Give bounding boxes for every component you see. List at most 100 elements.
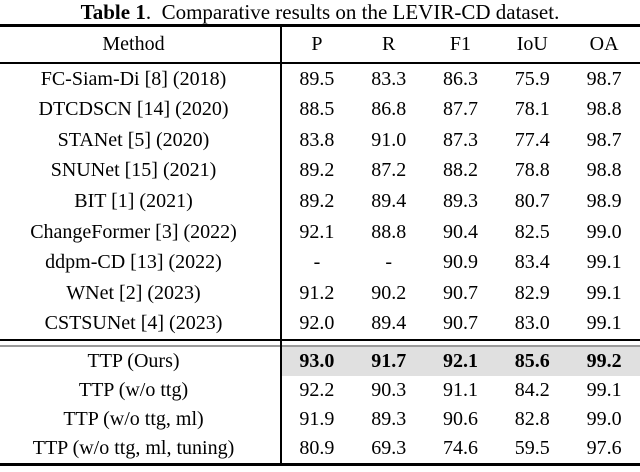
table-row: ddpm-CD [13] (2022) - - 90.9 83.4 99.1 — [0, 247, 640, 278]
value-cells: 91.2 90.2 90.7 82.9 99.1 — [281, 278, 640, 309]
value-cell: 59.5 — [514, 437, 550, 459]
method-cell: TTP (w/o ttg, ml, tuning) — [32, 437, 235, 459]
value-cells: 89.2 89.4 89.3 80.7 98.9 — [281, 186, 640, 217]
value-cell: 92.2 — [299, 379, 335, 401]
value-cell: 80.7 — [514, 190, 550, 213]
table-row: TTP (w/o ttg, ml) 91.9 89.3 90.6 82.8 99.0 — [0, 405, 640, 434]
value-cell: 98.8 — [586, 159, 622, 182]
value-cell: 75.9 — [514, 67, 550, 90]
table-row: ChangeFormer [3] (2022) 92.1 88.8 90.4 82.5 9… — [0, 217, 640, 248]
table-row: FC-Siam-Di [8] (2018) 89.5 83.3 86.3 75.9 98.… — [0, 64, 640, 95]
value-cell: 89.5 — [299, 67, 335, 90]
method-cell: BIT [1] (2021) — [74, 190, 193, 213]
value-cell: 84.2 — [514, 379, 550, 401]
value-cell: 82.5 — [514, 220, 550, 243]
column-header-iou: IoU — [516, 33, 548, 55]
value-cell: 83.3 — [371, 67, 407, 90]
value-cell: 90.9 — [442, 251, 478, 274]
value-cell: 78.1 — [514, 98, 550, 121]
value-cell: 90.4 — [442, 220, 478, 243]
value-cell: 90.2 — [371, 281, 407, 304]
value-cell: - — [385, 251, 393, 274]
value-cell: 74.6 — [442, 437, 478, 459]
table-row: TTP (Ours) 93.0 91.7 92.1 85.6 99.2 — [0, 347, 640, 376]
method-cell: ddpm-CD [13] (2022) — [45, 251, 222, 274]
value-cell: 98.8 — [586, 98, 622, 121]
method-cell: WNet [2] (2023) — [66, 281, 201, 304]
value-cell: 82.8 — [514, 408, 550, 430]
metric-headers: P R F1 IoU OA — [281, 27, 640, 62]
value-cells: 91.9 89.3 90.6 82.8 99.0 — [281, 405, 640, 434]
top-rule — [0, 24, 640, 27]
value-cell: 85.6 — [514, 350, 550, 372]
value-cell: 99.1 — [586, 281, 622, 304]
value-cell: 80.9 — [299, 437, 335, 459]
value-cell: 99.1 — [586, 312, 622, 335]
value-cell: 89.2 — [299, 159, 335, 182]
value-cell: 83.4 — [514, 251, 550, 274]
value-cell: 89.3 — [371, 408, 407, 430]
method-cell: ChangeFormer [3] (2022) — [30, 220, 237, 243]
value-cell: 99.2 — [586, 350, 622, 372]
value-cell: 99.1 — [586, 251, 622, 274]
value-cell: 86.3 — [442, 67, 478, 90]
value-cell: 88.8 — [371, 220, 407, 243]
value-cell: 91.1 — [442, 379, 478, 401]
value-cells: 92.0 89.4 90.7 83.0 99.1 — [281, 309, 640, 340]
value-cells: 88.5 86.8 87.7 78.1 98.8 — [281, 95, 640, 126]
value-cell: 92.1 — [442, 350, 478, 372]
value-cell: 88.2 — [442, 159, 478, 182]
value-cell: 78.8 — [514, 159, 550, 182]
section-rule-secondary — [0, 345, 640, 347]
value-cell: 91.7 — [371, 350, 407, 372]
value-cell: 89.3 — [442, 190, 478, 213]
table-row: TTP (w/o ttg, ml, tuning) 80.9 69.3 74.6 59.… — [0, 434, 640, 463]
value-cells: - - 90.9 83.4 99.1 — [281, 247, 640, 278]
value-cell: 92.0 — [299, 312, 335, 335]
table-row: STANet [5] (2020) 83.8 91.0 87.3 77.4 98.7 — [0, 125, 640, 156]
value-cells: 80.9 69.3 74.6 59.5 97.6 — [281, 434, 640, 463]
section-rule-primary — [0, 339, 640, 341]
bottom-rule — [0, 463, 640, 466]
table-caption-text: . Comparative results on the LEVIR-CD da… — [145, 0, 560, 24]
method-cell: TTP (w/o ttg) — [78, 379, 189, 401]
column-header-p: P — [311, 33, 323, 55]
column-header-r: R — [382, 33, 396, 55]
value-cell: 99.0 — [586, 408, 622, 430]
value-cell: 88.5 — [299, 98, 335, 121]
value-cell: 91.2 — [299, 281, 335, 304]
baseline-rows: FC-Siam-Di [8] (2018) 89.5 83.3 86.3 75.9 98.… — [0, 64, 640, 339]
value-cell: 99.1 — [586, 379, 622, 401]
value-cell: 87.7 — [442, 98, 478, 121]
value-cells: 83.8 91.0 87.3 77.4 98.7 — [281, 125, 640, 156]
value-cell: 98.7 — [586, 128, 622, 151]
value-cell: 83.0 — [514, 312, 550, 335]
value-cell: 90.7 — [442, 281, 478, 304]
table-row: SNUNet [15] (2021) 89.2 87.2 88.2 78.8 98.8 — [0, 156, 640, 187]
value-cell: 91.9 — [299, 408, 335, 430]
table-header-row: Method P R F1 IoU OA — [0, 27, 640, 62]
value-cell: 98.7 — [586, 67, 622, 90]
method-column-header: Method — [102, 33, 165, 55]
value-cell: 82.9 — [514, 281, 550, 304]
value-cells: 92.1 88.8 90.4 82.5 99.0 — [281, 217, 640, 248]
value-cell: 89.4 — [371, 190, 407, 213]
table-row: CSTSUNet [4] (2023) 92.0 89.4 90.7 83.0 99.1 — [0, 309, 640, 340]
value-cell: 98.9 — [586, 190, 622, 213]
method-cell: STANet [5] (2020) — [57, 128, 210, 151]
table-caption-number: Table 1 — [80, 0, 146, 24]
section-rule-gap — [0, 341, 640, 345]
method-cell: FC-Siam-Di [8] (2018) — [40, 67, 227, 90]
value-cell: 99.0 — [586, 220, 622, 243]
method-cell: TTP (w/o ttg, ml) — [63, 408, 204, 430]
value-cell: 91.0 — [371, 128, 407, 151]
value-cell: 90.3 — [371, 379, 407, 401]
table-row: WNet [2] (2023) 91.2 90.2 90.7 82.9 99.1 — [0, 278, 640, 309]
value-cell: 69.3 — [371, 437, 407, 459]
table-row: BIT [1] (2021) 89.2 89.4 89.3 80.7 98.9 — [0, 186, 640, 217]
value-cell: 93.0 — [299, 350, 335, 372]
value-cell: 86.8 — [371, 98, 407, 121]
value-cell: 87.3 — [442, 128, 478, 151]
column-header-f1: F1 — [449, 33, 472, 55]
